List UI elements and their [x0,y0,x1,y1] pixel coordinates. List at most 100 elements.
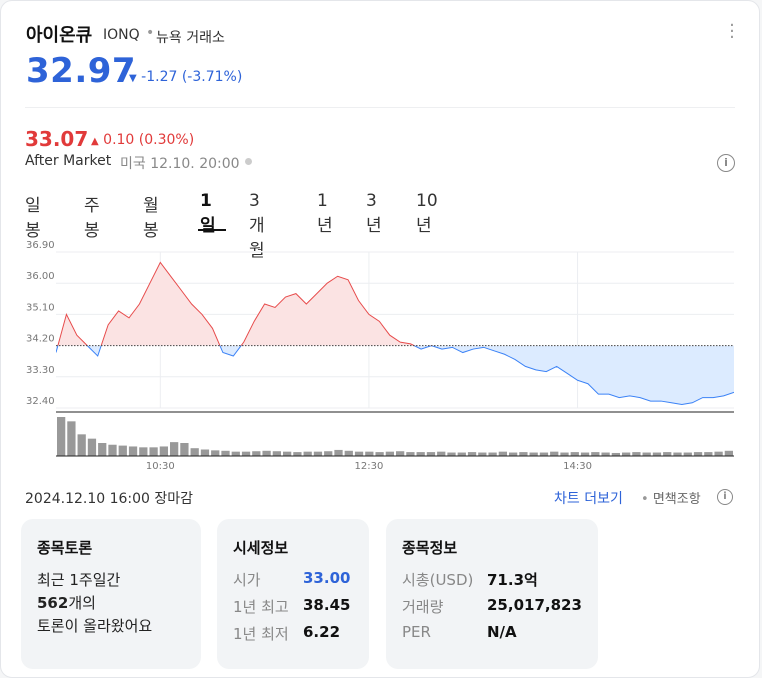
price-line-up [57,261,434,346]
after-market-change: ▲ 0.10 (0.30%) [91,132,194,148]
volume-label: 거래량 [402,598,444,616]
volume-bar [519,452,528,456]
exchange-name: 뉴욕 거래소 [156,30,225,46]
y-tick-label: 35.10 [26,302,55,313]
volume-bar [704,452,713,456]
volume-bar [570,452,579,456]
volume-bar [200,449,210,456]
current-price: 32.97 [26,51,137,91]
volume-bar [498,451,507,456]
volume-bar [108,444,117,456]
year-low-value: 6.22 [303,623,341,641]
after-market-change-value: 0.10 [103,132,135,148]
x-tick-label: 14:30 [563,461,592,472]
volume-bar [509,452,518,456]
tab-monthly[interactable]: 월봉 [143,196,159,241]
volume-bar [714,451,723,456]
volume-bar [488,452,497,456]
volume-bar [447,452,456,456]
volume-bar [241,451,251,456]
volume-bar [416,452,425,456]
volume-bar [560,452,569,456]
after-market-change-percent: (0.30%) [138,132,195,148]
volume-value: 25,017,823 [487,596,582,614]
volume-bar [180,443,189,456]
status-dot [245,158,252,165]
volume-bar [683,452,692,456]
volume-bar [159,446,168,456]
stock-info-box[interactable]: 종목정보 시총(USD) 71.3억 거래량 25,017,823 PER N/… [386,519,598,669]
after-market-time: 미국 12.10. 20:00 [120,156,240,172]
volume-bar [98,443,107,456]
volume-bar [293,452,302,456]
volume-bar [622,452,631,456]
stock-name[interactable]: 아이온큐 [26,25,93,46]
disclaimer-link[interactable]: • 면책조항 [641,488,701,507]
volume-bar [724,450,733,456]
per-value: N/A [487,623,517,641]
volume-bar [170,442,179,456]
volume-bar [128,446,138,456]
info-icon[interactable]: i [717,489,733,505]
price-area-down [56,345,734,405]
volume-bar [211,450,220,456]
volume-bar [283,451,292,456]
volume-bar [437,451,446,456]
more-menu-icon[interactable]: · · · [729,15,735,48]
volume-bar [303,451,312,456]
y-tick-label: 33.30 [26,365,55,376]
price-chart[interactable]: 36.90 36.00 35.10 34.20 33.30 32.40 10:30 12:30… [1,237,759,477]
volume-bar [57,417,66,456]
volume-bar [426,452,436,456]
volume-bar [365,451,374,456]
x-tick-label: 10:30 [146,461,175,472]
tab-1year[interactable]: 1년 [317,191,333,236]
volume-bar [611,452,620,456]
price-change: ▼ -1.27 (-3.71%) [129,69,242,85]
per-label: PER [402,623,431,641]
volume-bar [673,452,682,456]
quote-info-title: 시세정보 [233,539,289,557]
volume-bar [529,452,538,456]
chart-more-link[interactable]: 차트 더보기 [554,491,623,507]
volume-bar [252,451,261,456]
discussion-line1: 최근 1주일간 [37,571,121,589]
tab-3year[interactable]: 3년 [366,191,382,236]
volume-bar [324,451,333,456]
volume-bar [190,448,199,456]
change-value: -1.27 [141,69,178,85]
volume-bar [406,452,415,456]
volume-bar [550,451,559,456]
open-label: 시가 [233,571,261,589]
volume-bar [457,452,466,456]
volume-bar [221,450,230,456]
volume-bar [231,451,240,456]
discussion-count: 562 [37,594,69,612]
market-cap-label: 시총(USD) [402,571,474,589]
tab-weekly[interactable]: 주봉 [84,196,100,241]
tab-10year[interactable]: 10년 [416,191,438,236]
tab-3month[interactable]: 3개월 [249,191,265,261]
discussion-line3: 토론이 올라왔어요 [37,617,153,635]
x-tick-label: 12:30 [355,461,384,472]
volume-bar [652,452,662,456]
market-cap-value: 71.3억 [487,571,538,589]
open-value: 33.00 [303,569,351,587]
volume-bar [272,451,281,456]
tab-1day[interactable]: 1일 [200,191,216,236]
volume-bar [67,421,76,456]
volume-bar [139,447,148,456]
info-icon[interactable]: i [717,154,735,172]
discussion-line2: 562개의 [37,592,96,613]
discussion-box[interactable]: 종목토론 최근 1주일간 562개의 토론이 올라왔어요 [21,519,201,669]
tab-daily[interactable]: 일봉 [25,196,41,241]
volume-bar [632,452,641,456]
discussion-title: 종목토론 [37,539,93,557]
y-tick-label: 36.90 [26,240,55,251]
quote-info-box[interactable]: 시세정보 시가 33.00 1년 최고 38.45 1년 최저 6.22 [217,519,369,669]
down-arrow-icon: ▼ [129,73,137,84]
price-line-down [56,345,734,406]
volume-bar [149,447,158,456]
volume-bar [693,452,703,456]
